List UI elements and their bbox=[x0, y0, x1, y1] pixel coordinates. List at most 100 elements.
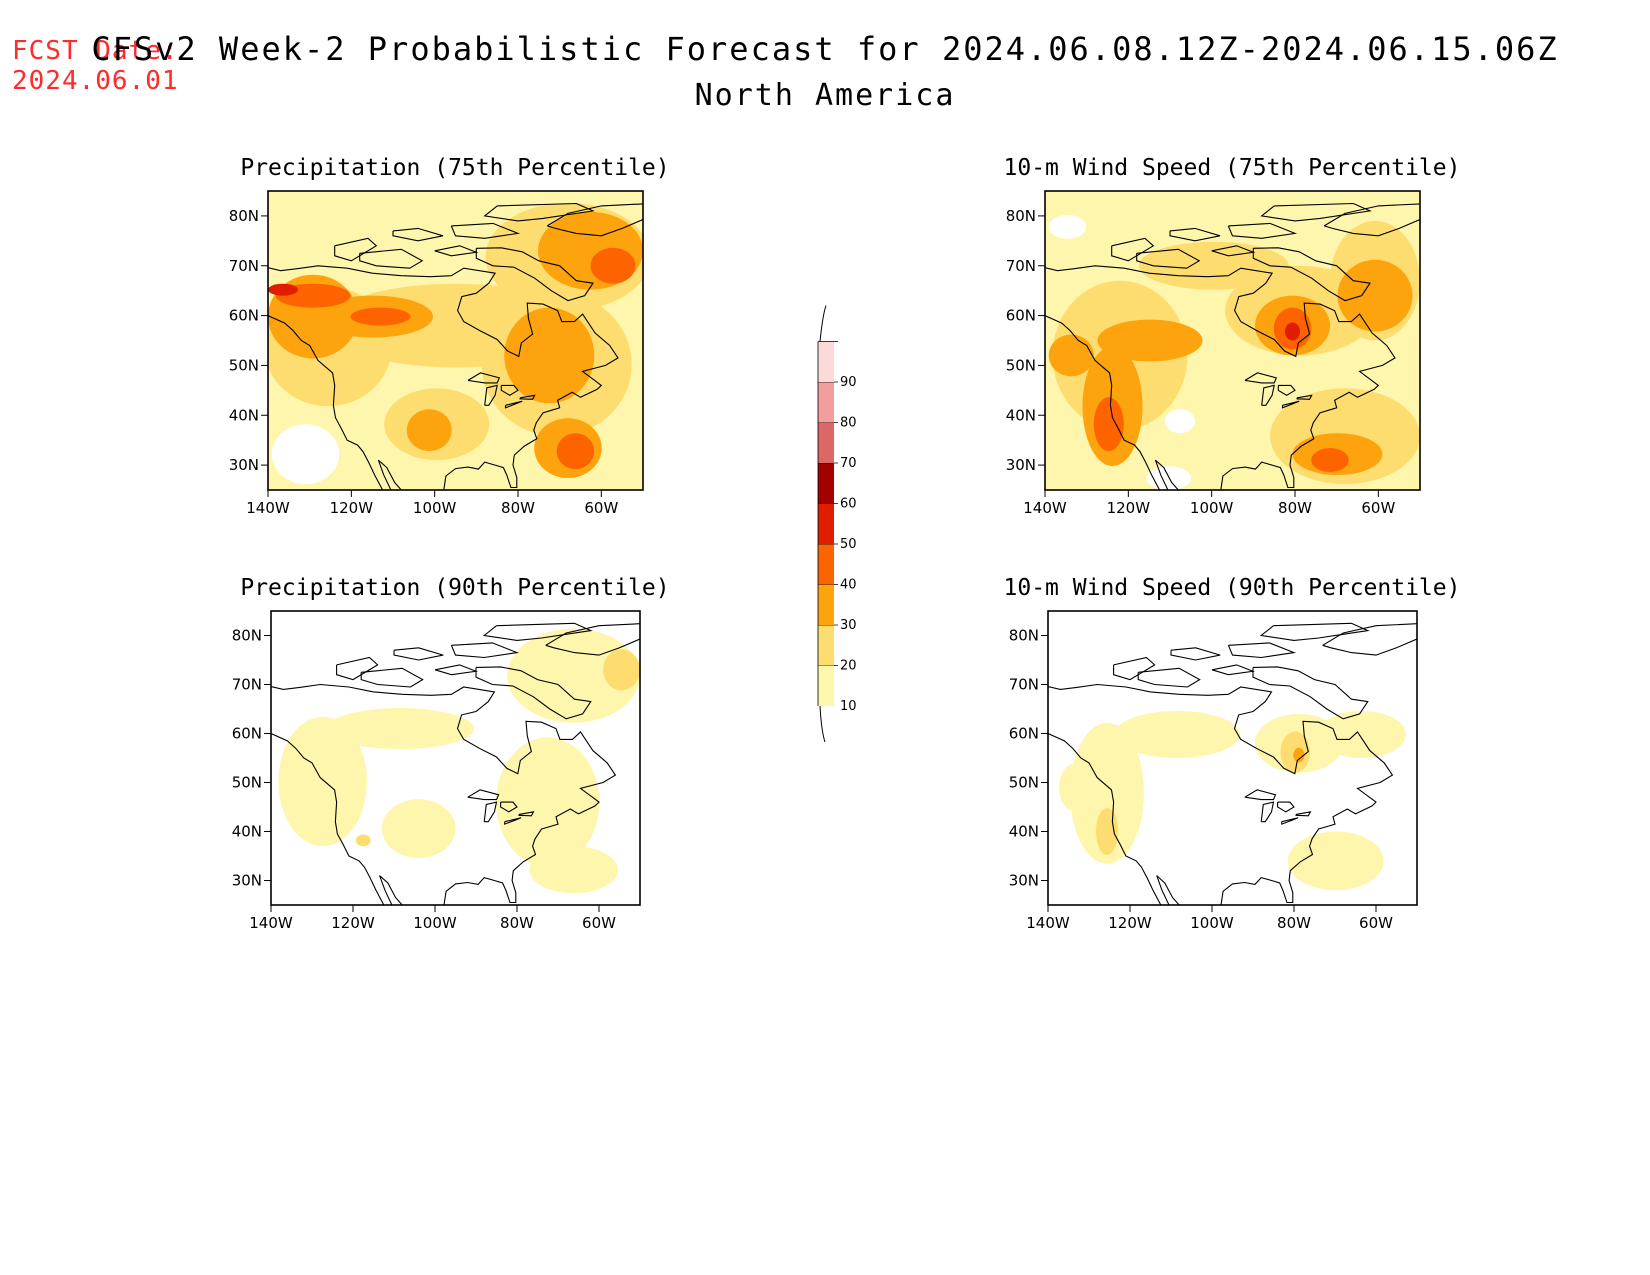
lon-tick-label: 80W bbox=[500, 914, 534, 932]
arctic-island-coastline bbox=[482, 622, 593, 641]
great-lake-outline bbox=[519, 394, 536, 400]
lat-tick-label: 40N bbox=[232, 823, 262, 841]
lat-tick-label: 60N bbox=[232, 725, 262, 743]
lon-tick-label: 100W bbox=[1190, 499, 1234, 517]
shaded-area bbox=[1059, 763, 1089, 811]
colorbar-label: 40 bbox=[840, 578, 857, 593]
lat-tick-label: 80N bbox=[1006, 207, 1036, 225]
lat-tick-label: 30N bbox=[229, 456, 259, 474]
arctic-island-coastline bbox=[450, 642, 520, 659]
colorbar-label: 20 bbox=[840, 659, 857, 674]
great-lake-outline bbox=[1281, 817, 1299, 825]
great-lake-outline bbox=[500, 384, 519, 396]
colorbar-segment bbox=[818, 625, 834, 666]
arctic-island-coastline bbox=[1211, 245, 1256, 257]
colorbar-segment bbox=[818, 422, 834, 463]
great-lake-outline bbox=[518, 811, 535, 817]
arctic-island-coastline bbox=[393, 647, 444, 661]
arctic-island-coastline bbox=[360, 667, 424, 688]
probability-shading bbox=[271, 611, 640, 905]
lon-tick-label: 140W bbox=[1026, 914, 1070, 932]
shaded-area bbox=[529, 846, 618, 894]
panel-title: Precipitation (75th Percentile) bbox=[240, 155, 669, 181]
great-lake-outline bbox=[1281, 400, 1300, 409]
shaded-area bbox=[590, 247, 636, 284]
arctic-island-coastline bbox=[1136, 248, 1201, 269]
unshaded-area bbox=[1048, 214, 1087, 239]
lon-tick-label: 120W bbox=[331, 914, 375, 932]
north-america-coastline bbox=[271, 683, 617, 905]
lon-tick-label: 100W bbox=[1190, 914, 1234, 932]
shaded-area bbox=[1095, 807, 1119, 856]
lat-tick-label: 40N bbox=[1006, 406, 1036, 424]
great-lake-outline bbox=[1295, 811, 1312, 817]
map-frame bbox=[270, 610, 641, 906]
lat-tick-label: 30N bbox=[232, 872, 262, 890]
arctic-island-coastline bbox=[1227, 222, 1298, 239]
arctic-island-coastline bbox=[1169, 227, 1221, 242]
colorbar-label: 60 bbox=[840, 497, 857, 512]
arctic-island-coastline bbox=[1170, 647, 1221, 661]
shaded-area bbox=[278, 716, 367, 847]
lat-tick-label: 80N bbox=[229, 207, 259, 225]
great-lake-outline bbox=[483, 801, 498, 823]
shaded-area bbox=[1317, 710, 1406, 758]
map-frame bbox=[1044, 190, 1421, 491]
shaded-area bbox=[268, 283, 298, 296]
colorbar-label: 30 bbox=[840, 618, 857, 633]
north-america-coastline bbox=[268, 265, 619, 490]
colorbar-segment bbox=[818, 584, 834, 625]
lon-tick-label: 60W bbox=[584, 499, 618, 517]
arctic-island-coastline bbox=[1211, 664, 1256, 676]
lat-tick-label: 70N bbox=[229, 257, 259, 275]
colorbar-segment bbox=[818, 503, 834, 544]
map-frame bbox=[267, 190, 644, 491]
lon-tick-label: 60W bbox=[582, 914, 616, 932]
great-lake-outline bbox=[467, 789, 500, 801]
colorbar-top-arrow bbox=[819, 305, 827, 342]
lat-tick-label: 60N bbox=[229, 307, 259, 325]
shaded-area bbox=[504, 307, 595, 404]
colorbar-label: 50 bbox=[840, 537, 857, 552]
shaded-area bbox=[1337, 259, 1413, 332]
coastlines bbox=[1048, 622, 1417, 905]
arctic-island-coastline bbox=[434, 664, 479, 676]
map-panel-precip75: Precipitation (75th Percentile) 80N 70N 60N… bbox=[229, 155, 670, 517]
shaded-area bbox=[326, 708, 474, 750]
colorbar-label: 10 bbox=[840, 699, 857, 714]
lat-tick-label: 30N bbox=[1009, 872, 1039, 890]
lat-tick-label: 40N bbox=[229, 406, 259, 424]
colorbar-segment bbox=[818, 665, 834, 706]
lat-tick-label: 80N bbox=[232, 627, 262, 645]
shaded-area bbox=[1285, 322, 1300, 341]
lon-tick-label: 120W bbox=[1108, 914, 1152, 932]
lon-tick-label: 140W bbox=[246, 499, 290, 517]
lat-tick-label: 70N bbox=[232, 676, 262, 694]
panel-title: 10-m Wind Speed (90th Percentile) bbox=[1004, 575, 1461, 601]
lat-tick-label: 50N bbox=[232, 774, 262, 792]
coastlines bbox=[268, 202, 643, 490]
probability-shading bbox=[1045, 191, 1420, 490]
greenland-coastline bbox=[545, 623, 640, 656]
colorbar-segment bbox=[818, 544, 834, 585]
great-lake-outline bbox=[1244, 372, 1278, 384]
great-lake-outline bbox=[504, 400, 523, 409]
coastlines bbox=[271, 622, 640, 905]
forecast-date-value: 2024.06.01 bbox=[12, 66, 179, 96]
arctic-island-coastline bbox=[1259, 622, 1370, 641]
map-panel-precip90: Precipitation (90th Percentile) 80N 70N 60N… bbox=[232, 575, 670, 932]
shaded-area bbox=[355, 834, 371, 847]
probability-shading bbox=[1048, 611, 1417, 905]
shaded-area bbox=[1287, 831, 1384, 891]
unshaded-area bbox=[271, 424, 340, 485]
map-frame bbox=[1047, 610, 1418, 906]
coastlines bbox=[1045, 202, 1420, 490]
arctic-island-coastline bbox=[392, 227, 444, 242]
lon-tick-label: 120W bbox=[330, 499, 374, 517]
lat-tick-label: 70N bbox=[1006, 257, 1036, 275]
lon-tick-label: 100W bbox=[413, 499, 457, 517]
great-lake-outline bbox=[484, 384, 498, 406]
greenland-coastline bbox=[546, 203, 643, 237]
arctic-island-coastline bbox=[1137, 667, 1201, 688]
